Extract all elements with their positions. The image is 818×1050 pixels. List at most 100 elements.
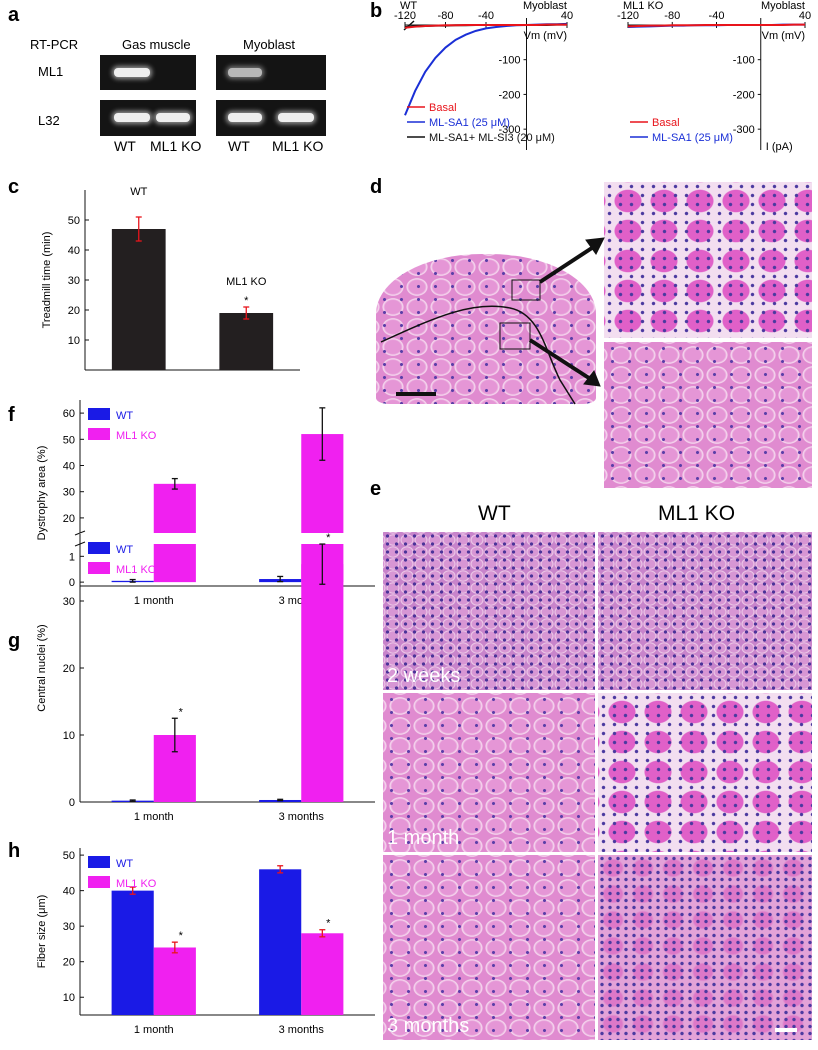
y-tick-label: 40 bbox=[63, 461, 75, 473]
legend-label: ML-SA1 (25 μM) bbox=[429, 117, 510, 129]
y-tick-label: 20 bbox=[63, 513, 75, 525]
category-label: ML1 KO bbox=[226, 276, 267, 288]
lane-label: WT bbox=[114, 138, 136, 154]
legend-label: ML1 KO bbox=[116, 430, 157, 442]
legend-swatch bbox=[88, 408, 110, 420]
x-tick-label: -120 bbox=[617, 10, 639, 22]
x-tick-label: 1 month bbox=[134, 1024, 174, 1036]
y-tick-label: 0 bbox=[69, 577, 75, 589]
y-tick-label: 1 bbox=[69, 551, 75, 563]
y-tick-label: 50 bbox=[63, 434, 75, 446]
panel-label: b bbox=[370, 0, 383, 22]
y-tick-label: -200 bbox=[733, 89, 755, 101]
x-tick-label: 1 month bbox=[134, 811, 174, 823]
y-tick-label: 20 bbox=[68, 305, 80, 317]
lane-label: WT bbox=[228, 138, 250, 154]
x-tick-label: -80 bbox=[664, 10, 680, 22]
panel-label: g bbox=[8, 630, 21, 652]
y-tick-label: 30 bbox=[63, 487, 75, 499]
column-header: WT bbox=[478, 502, 511, 525]
gel-gene: L32 bbox=[38, 113, 60, 128]
zoom-normal bbox=[604, 342, 812, 488]
bar bbox=[153, 947, 196, 1015]
row-label: 1 month bbox=[387, 827, 460, 849]
legend-swatch bbox=[88, 542, 110, 554]
y-tick-label: -100 bbox=[733, 55, 755, 67]
gel-band bbox=[228, 113, 262, 122]
histology-image bbox=[598, 532, 812, 690]
x-tick-label: 3 months bbox=[279, 811, 325, 823]
legend-label: ML-SA1 (25 μM) bbox=[652, 132, 733, 144]
legend-swatch bbox=[88, 428, 110, 440]
bar bbox=[111, 890, 154, 1015]
gel-band bbox=[228, 68, 262, 77]
panel-label: h bbox=[8, 840, 21, 862]
panel-d-annotations bbox=[380, 20, 797, 1032]
histology-image: 2 weeks bbox=[383, 532, 595, 690]
y-tick-label: 50 bbox=[63, 850, 75, 862]
gel-band bbox=[278, 113, 314, 122]
y-tick-label: 10 bbox=[63, 992, 75, 1004]
gel-image bbox=[216, 55, 326, 90]
zoom-arrow bbox=[528, 338, 594, 382]
gel-tissue: Gas muscle bbox=[122, 37, 191, 52]
panel-label: d bbox=[370, 176, 383, 198]
x-axis-label: Vm (mV) bbox=[762, 30, 805, 42]
x-tick-label: 1 month bbox=[134, 595, 174, 607]
legend-swatch bbox=[88, 876, 110, 888]
bar bbox=[301, 564, 344, 802]
y-tick-label: 30 bbox=[63, 921, 75, 933]
y-tick-label: 50 bbox=[68, 215, 80, 227]
y-axis-label: Treadmill time (min) bbox=[41, 232, 53, 329]
panel-label: a bbox=[8, 4, 20, 26]
iv-curve bbox=[627, 23, 805, 28]
y-tick-label: 10 bbox=[63, 730, 75, 742]
zoom-arrow bbox=[538, 242, 600, 284]
panel-label: f bbox=[8, 404, 15, 426]
panel-label: c bbox=[8, 176, 20, 198]
break-mark bbox=[74, 530, 86, 536]
significance: * bbox=[326, 918, 331, 930]
histology-image bbox=[598, 855, 812, 1040]
x-tick-label: 3 months bbox=[279, 1024, 325, 1036]
bar bbox=[153, 483, 196, 583]
row-label: 2 weeks bbox=[387, 665, 461, 687]
plot-title: Myoblast bbox=[761, 0, 805, 12]
legend-label: WT bbox=[116, 410, 133, 422]
y-tick-label: -300 bbox=[733, 124, 755, 136]
y-tick-label: 40 bbox=[63, 886, 75, 898]
y-tick-label: 20 bbox=[63, 663, 75, 675]
y-tick-label: 10 bbox=[68, 335, 80, 347]
legend-label: ML1 KO bbox=[116, 878, 157, 890]
significance: * bbox=[179, 930, 184, 942]
y-tick-label: 60 bbox=[63, 408, 75, 420]
zoom-box bbox=[511, 279, 541, 301]
bar bbox=[111, 229, 166, 370]
gel-band bbox=[114, 68, 150, 77]
y-tick-label: -200 bbox=[498, 89, 520, 101]
x-tick-label: -120 bbox=[394, 10, 416, 22]
histology-image bbox=[598, 693, 812, 852]
iv-curve bbox=[404, 23, 567, 29]
x-tick-label: 40 bbox=[799, 10, 811, 22]
gel-method: RT-PCR bbox=[30, 37, 79, 52]
significance: * bbox=[179, 706, 184, 718]
gel-tissue: Myoblast bbox=[243, 37, 296, 52]
plot-title: Myoblast bbox=[523, 0, 567, 12]
legend-label: Basal bbox=[429, 102, 457, 114]
x-tick-label: 40 bbox=[561, 10, 573, 22]
bar bbox=[259, 869, 302, 1015]
plot-label: WT bbox=[400, 0, 417, 12]
x-tick-label: -40 bbox=[478, 10, 494, 22]
bar bbox=[301, 933, 344, 1015]
x-tick-label: -80 bbox=[438, 10, 454, 22]
y-tick-label: -300 bbox=[498, 124, 520, 136]
gel-band bbox=[156, 113, 190, 122]
significance: * bbox=[244, 295, 249, 307]
legend-label: ML1 KO bbox=[116, 564, 157, 576]
row-label: 3 months bbox=[387, 1015, 470, 1037]
gel-image bbox=[100, 100, 196, 136]
y-tick-label: 20 bbox=[63, 957, 75, 969]
gel-image bbox=[216, 100, 326, 136]
